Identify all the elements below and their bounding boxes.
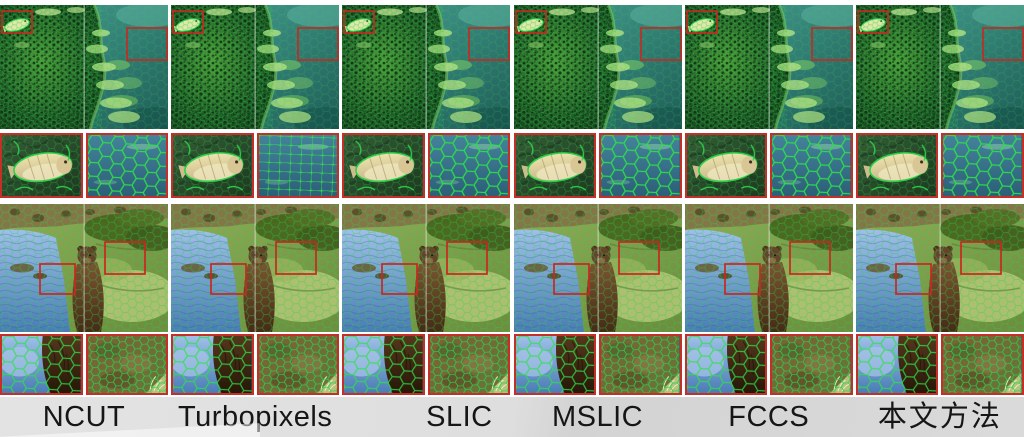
bear-segmentation-image xyxy=(0,204,168,332)
method-label-ncut: NCUT xyxy=(42,401,126,433)
water-zoom-crop xyxy=(599,133,682,198)
method-label-turbopixels: Turbopixels xyxy=(178,401,333,433)
bearwater-zoom-crop xyxy=(684,334,768,395)
underwater-scene xyxy=(684,5,853,129)
bearwater-zoom-crop xyxy=(171,334,254,395)
water-zoom-crop xyxy=(427,133,511,198)
underwater-segmentation-image xyxy=(684,5,853,129)
grass-zoom-crop xyxy=(85,334,168,395)
bear-segmentation-image xyxy=(171,204,340,332)
method-label-proposed: 本文方法 xyxy=(877,401,1002,433)
underwater-scene xyxy=(0,5,168,129)
underwater-segmentation-image xyxy=(855,5,1024,129)
bearwater-zoom-crop xyxy=(513,334,597,395)
grass-zoom-crop xyxy=(427,334,511,395)
bear-scene xyxy=(0,204,168,332)
underwater-segmentation-image xyxy=(171,5,340,129)
underwater-zoom-row xyxy=(0,133,168,198)
water-zoom-crop xyxy=(941,133,1024,198)
bearwater-zoom-crop xyxy=(855,334,939,395)
method-label-fccs: FCCS xyxy=(728,401,810,433)
underwater-zoom-row xyxy=(855,133,1024,198)
fish-zoom-crop xyxy=(855,133,939,198)
bearwater-zoom-crop xyxy=(0,334,83,395)
method-column-slic xyxy=(342,5,511,395)
method-column-turbopixels xyxy=(171,5,340,395)
bear-scene xyxy=(342,204,511,332)
method-column-proposed xyxy=(855,5,1024,395)
grass-zoom-crop xyxy=(770,334,853,395)
bear-segmentation-image xyxy=(513,204,682,332)
underwater-scene xyxy=(171,5,340,129)
bear-segmentation-image xyxy=(855,204,1024,332)
grass-zoom-crop xyxy=(941,334,1024,395)
bear-zoom-row xyxy=(342,334,511,395)
underwater-segmentation-image xyxy=(342,5,511,129)
bear-segmentation-image xyxy=(342,204,511,332)
image-grid xyxy=(0,5,1024,395)
underwater-scene xyxy=(855,5,1024,129)
fish-zoom-crop xyxy=(342,133,425,198)
bear-zoom-row xyxy=(0,334,168,395)
fish-zoom-crop xyxy=(171,133,254,198)
underwater-scene xyxy=(513,5,682,129)
fish-zoom-crop xyxy=(513,133,597,198)
underwater-zoom-row xyxy=(342,133,511,198)
bear-zoom-row xyxy=(684,334,853,395)
underwater-scene xyxy=(342,5,511,129)
grass-zoom-crop xyxy=(256,334,340,395)
method-label-mslic: MSLIC xyxy=(551,401,644,433)
fish-zoom-crop xyxy=(684,133,768,198)
underwater-zoom-row xyxy=(513,133,682,198)
method-column-ncut xyxy=(0,5,168,395)
bear-zoom-row xyxy=(171,334,340,395)
underwater-segmentation-image xyxy=(513,5,682,129)
fish-zoom-crop xyxy=(0,133,83,198)
method-label-bar: NCUT Turbopixels SLIC MSLIC FCCS 本文方法 xyxy=(0,395,1024,437)
grass-zoom-crop xyxy=(599,334,682,395)
bear-zoom-row xyxy=(513,334,682,395)
water-zoom-crop xyxy=(770,133,853,198)
bear-scene xyxy=(513,204,682,332)
bear-segmentation-image xyxy=(684,204,853,332)
method-label-slic: SLIC xyxy=(426,401,493,433)
bear-scene xyxy=(171,204,340,332)
bear-zoom-row xyxy=(855,334,1024,395)
underwater-segmentation-image xyxy=(0,5,168,129)
bearwater-zoom-crop xyxy=(342,334,425,395)
method-column-fccs xyxy=(684,5,853,395)
bear-scene xyxy=(855,204,1024,332)
underwater-zoom-row xyxy=(684,133,853,198)
water-zoom-crop xyxy=(85,133,168,198)
bear-scene xyxy=(684,204,853,332)
water-zoom-crop xyxy=(256,133,340,198)
method-column-mslic xyxy=(513,5,682,395)
underwater-zoom-row xyxy=(171,133,340,198)
